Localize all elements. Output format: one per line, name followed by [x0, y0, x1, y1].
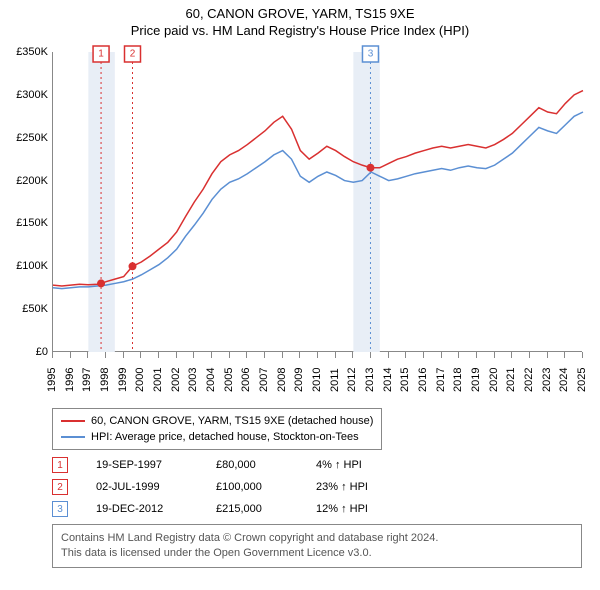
x-tick-label: 1996 [64, 358, 76, 392]
legend-swatch-price-paid [61, 420, 85, 422]
event-badge: 1 [52, 457, 68, 473]
x-tick-label: 2008 [276, 358, 288, 392]
x-tick-label: 2006 [240, 358, 252, 392]
legend-box: 60, CANON GROVE, YARM, TS15 9XE (detache… [52, 408, 382, 450]
x-tick-label: 1998 [99, 358, 111, 392]
x-tick-label: 1999 [117, 358, 129, 392]
legend-label-hpi: HPI: Average price, detached house, Stoc… [91, 429, 359, 445]
svg-text:1: 1 [98, 49, 104, 60]
title-block: 60, CANON GROVE, YARM, TS15 9XE Price pa… [0, 0, 600, 42]
title-line-2: Price paid vs. HM Land Registry's House … [0, 23, 600, 38]
y-tick-label: £100K [4, 260, 48, 272]
x-tick-label: 2000 [134, 358, 146, 392]
x-tick-label: 1995 [46, 358, 58, 392]
x-tick-label: 1997 [81, 358, 93, 392]
event-price: £80,000 [216, 459, 316, 471]
event-price: £100,000 [216, 481, 316, 493]
x-tick-label: 2013 [364, 358, 376, 392]
event-price: £215,000 [216, 503, 316, 515]
y-tick-label: £300K [4, 89, 48, 101]
y-tick-label: £200K [4, 175, 48, 187]
svg-text:2: 2 [130, 49, 136, 60]
x-tick-label: 2001 [152, 358, 164, 392]
x-tick-label: 2014 [382, 358, 394, 392]
x-tick-label: 2011 [329, 358, 341, 392]
y-tick-label: £350K [4, 46, 48, 58]
y-tick-label: £250K [4, 132, 48, 144]
x-tick-label: 2007 [258, 358, 270, 392]
x-tick-label: 2023 [541, 358, 553, 392]
event-date: 19-DEC-2012 [96, 503, 216, 515]
footer-line-1: Contains HM Land Registry data © Crown c… [61, 531, 573, 546]
event-badge: 3 [52, 501, 68, 517]
event-pct: 4% ↑ HPI [316, 459, 476, 471]
y-tick-label: £150K [4, 217, 48, 229]
x-axis-labels: 1995199619971998199920002001200220032004… [52, 352, 582, 392]
chart-container: 60, CANON GROVE, YARM, TS15 9XE Price pa… [0, 0, 600, 590]
legend-row-hpi: HPI: Average price, detached house, Stoc… [61, 429, 373, 445]
event-row: 2 02-JUL-1999£100,00023% ↑ HPI [52, 476, 582, 498]
title-line-1: 60, CANON GROVE, YARM, TS15 9XE [0, 6, 600, 21]
x-tick-label: 2005 [223, 358, 235, 392]
event-pct: 12% ↑ HPI [316, 503, 476, 515]
x-tick-label: 2024 [558, 358, 570, 392]
x-tick-label: 2019 [470, 358, 482, 392]
chart-area: £0 £50K £100K £150K £200K £250K £300K £350K 1 2 3… [0, 42, 600, 402]
x-tick-label: 2003 [187, 358, 199, 392]
event-row: 1 19-SEP-1997£80,0004% ↑ HPI [52, 454, 582, 476]
event-row: 3 19-DEC-2012£215,00012% ↑ HPI [52, 498, 582, 520]
events-table: 1 19-SEP-1997£80,0004% ↑ HPI 2 02-JUL-1999£… [52, 454, 582, 520]
x-tick-label: 2016 [417, 358, 429, 392]
x-tick-label: 2017 [435, 358, 447, 392]
event-pct: 23% ↑ HPI [316, 481, 476, 493]
attribution-footer: Contains HM Land Registry data © Crown c… [52, 524, 582, 568]
legend-swatch-hpi [61, 436, 85, 438]
x-tick-label: 2002 [170, 358, 182, 392]
x-tick-label: 2010 [311, 358, 323, 392]
svg-text:3: 3 [368, 49, 374, 60]
event-date: 02-JUL-1999 [96, 481, 216, 493]
event-badge: 2 [52, 479, 68, 495]
x-tick-label: 2022 [523, 358, 535, 392]
y-tick-label: £0 [4, 346, 48, 358]
x-tick-label: 2015 [399, 358, 411, 392]
footer-line-2: This data is licensed under the Open Gov… [61, 546, 573, 561]
x-tick-label: 2025 [576, 358, 588, 392]
x-tick-label: 2020 [488, 358, 500, 392]
legend-row-price-paid: 60, CANON GROVE, YARM, TS15 9XE (detache… [61, 413, 373, 429]
x-tick-label: 2021 [505, 358, 517, 392]
x-tick-label: 2012 [346, 358, 358, 392]
x-tick-label: 2018 [452, 358, 464, 392]
x-tick-label: 2009 [293, 358, 305, 392]
x-tick-label: 2004 [205, 358, 217, 392]
event-date: 19-SEP-1997 [96, 459, 216, 471]
legend-label-price-paid: 60, CANON GROVE, YARM, TS15 9XE (detache… [91, 413, 373, 429]
plot-svg: 1 2 3 [53, 52, 583, 352]
y-tick-label: £50K [4, 303, 48, 315]
plot-region: 1 2 3 [52, 52, 582, 352]
